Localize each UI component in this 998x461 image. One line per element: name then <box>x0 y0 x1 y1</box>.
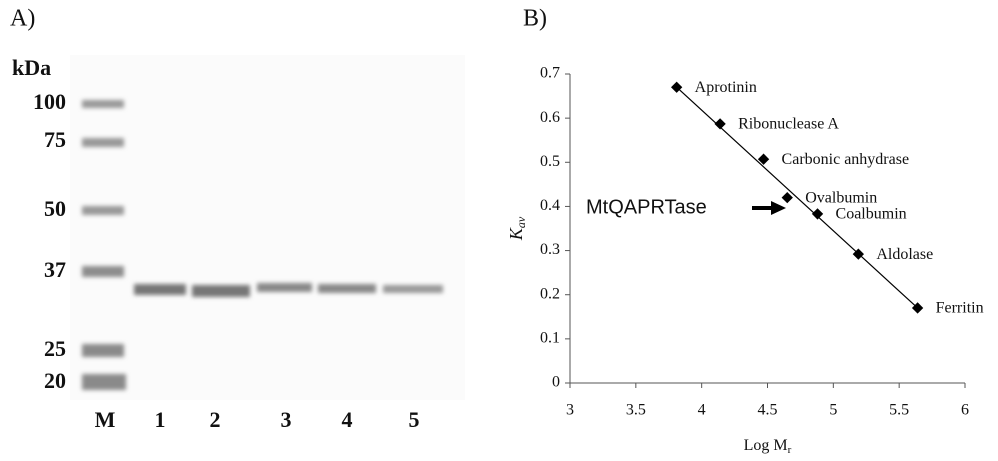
y-axis-title: Kav <box>506 216 528 241</box>
x-tick-label: 3.5 <box>626 402 646 419</box>
lane-label: 4 <box>342 407 353 432</box>
x-tick-label: 5.5 <box>889 402 909 419</box>
lane-label: 3 <box>281 407 292 432</box>
marker-label: 25 <box>44 336 66 361</box>
marker-label: 75 <box>44 127 66 152</box>
y-tick-label: 0.1 <box>540 330 560 347</box>
point-label: Ferritin <box>936 300 984 317</box>
marker-label: 37 <box>44 257 66 282</box>
y-tick-label: 0.4 <box>540 197 560 214</box>
x-tick-label: 4.5 <box>758 402 778 419</box>
point-label: Ribonuclease A <box>738 116 839 133</box>
annotation: MtQAPRTase <box>586 196 707 218</box>
x-axis-title: Log Mr <box>744 437 792 456</box>
x-tick-label: 3 <box>566 402 574 419</box>
x-axis-title-main: Log M <box>744 437 788 454</box>
point <box>714 118 725 129</box>
point <box>782 192 793 203</box>
unit-label: kDa <box>12 55 51 80</box>
point-label: Aldolase <box>876 246 933 263</box>
point <box>812 208 823 219</box>
y-tick-label: 0.7 <box>540 65 560 82</box>
x-tick-label: 5 <box>829 402 837 419</box>
gel <box>70 55 465 400</box>
marker-label: 50 <box>44 196 66 221</box>
y-tick-label: 0.3 <box>540 241 560 258</box>
point-label: Coalbumin <box>836 206 907 223</box>
x-tick-label: 6 <box>961 402 969 419</box>
marker-label: 100 <box>33 89 66 114</box>
x-tick-label: 4 <box>698 402 706 419</box>
point-label: Ovalbumin <box>805 189 877 206</box>
y-tick-label: 0 <box>552 374 560 391</box>
lane-label: M <box>95 407 116 432</box>
marker-label: 20 <box>44 368 66 393</box>
lane-label: 2 <box>210 407 221 432</box>
lane-label: 5 <box>409 407 420 432</box>
point-label: Carbonic anhydrase <box>782 151 910 168</box>
x-axis-title-sub: r <box>788 444 792 456</box>
y-tick-label: 0.6 <box>540 109 560 126</box>
figure: A) kDa B) MtQAPRTase 1007550372520M12345… <box>0 0 998 461</box>
panel-label: B) <box>523 6 547 32</box>
y-axis-title-sub: av <box>514 216 528 228</box>
y-tick-label: 0.5 <box>540 153 560 170</box>
lane-label: 1 <box>155 407 166 432</box>
annotation-arrow <box>752 201 786 215</box>
y-axis-title-main: K <box>506 227 526 241</box>
y-tick-label: 0.2 <box>540 285 560 302</box>
panel-label: A) <box>10 6 35 32</box>
point-label: Aprotinin <box>695 79 757 96</box>
